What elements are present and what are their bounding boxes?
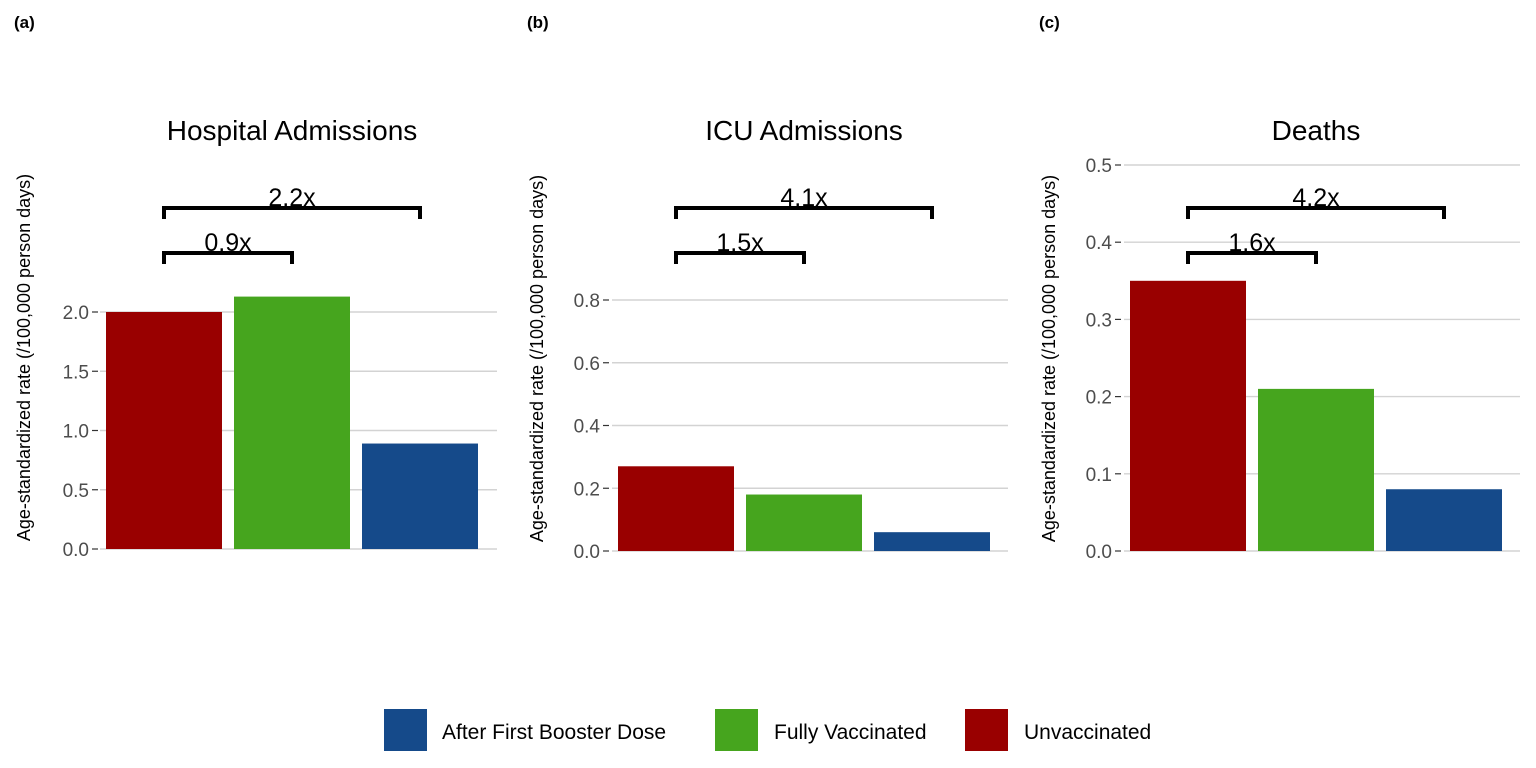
bracket-after-first-booster-dose <box>162 206 422 219</box>
bracket-label: 1.5x <box>716 229 764 257</box>
panel-deaths: (c) Deaths Age-standardized rate (/100,000… <box>1039 13 1520 563</box>
comparison-brackets: 1.6x 4.2x <box>1186 184 1446 264</box>
comparison-brackets: 0.9x 2.2x <box>162 184 422 264</box>
y-tick-label: 0.4 <box>574 417 601 438</box>
y-tick-label: 0.5 <box>63 481 89 502</box>
legend-swatch <box>965 709 1008 751</box>
bar-unvaccinated <box>618 466 734 551</box>
legend-swatch <box>715 709 758 751</box>
bar-after-first-booster-dose <box>874 532 990 551</box>
panel-title: Hospital Admissions <box>167 115 418 146</box>
legend-label: After First Booster Dose <box>442 721 666 744</box>
y-tick-label: 0.3 <box>1086 310 1112 331</box>
y-tick-label: 1.5 <box>63 362 89 383</box>
y-tick-label: 1.0 <box>63 422 89 443</box>
panel-letter: (a) <box>14 13 35 32</box>
bar-unvaccinated <box>106 312 222 549</box>
bracket-fully-vaccinated <box>1186 251 1318 264</box>
panel-icu-admissions: (b) ICU Admissions Age-standardized rate (… <box>527 13 1008 563</box>
bracket-after-first-booster-dose <box>674 206 934 219</box>
panel-title: Deaths <box>1272 115 1361 146</box>
legend: After First Booster Dose Fully Vaccinated… <box>384 709 1151 751</box>
comparison-brackets: 1.5x 4.1x <box>674 184 934 264</box>
y-tick-label: 0.4 <box>1086 233 1113 254</box>
gridlines: 0.0 0.2 0.4 0.6 0.8 <box>574 291 1008 563</box>
bar-fully-vaccinated <box>234 296 350 549</box>
bar-after-first-booster-dose <box>1386 489 1502 551</box>
bar-unvaccinated <box>1130 280 1246 551</box>
y-tick-label: 2.0 <box>63 303 89 324</box>
bar-fully-vaccinated <box>746 494 862 551</box>
legend-item-fully-vaccinated: Fully Vaccinated <box>715 709 927 751</box>
y-tick-label: 0.0 <box>1086 542 1112 563</box>
bars <box>618 466 990 551</box>
y-tick-label: 0.5 <box>1086 156 1112 177</box>
panel-letter: (c) <box>1039 13 1060 32</box>
y-tick-label: 0.0 <box>63 540 89 561</box>
y-tick-label: 0.2 <box>1086 388 1112 409</box>
legend-item-after-first-booster-dose: After First Booster Dose <box>384 709 666 751</box>
bracket-label: 0.9x <box>204 229 252 257</box>
bracket-label: 4.2x <box>1292 184 1340 212</box>
y-axis-label: Age-standardized rate (/100,000 person d… <box>527 175 547 542</box>
panels: (a) Hospital Admissions Age-standardized r… <box>14 13 1520 563</box>
panel-letter: (b) <box>527 13 549 32</box>
legend-label: Fully Vaccinated <box>774 721 927 744</box>
y-tick-label: 0.8 <box>574 291 600 312</box>
bracket-label: 1.6x <box>1228 229 1276 257</box>
bar-after-first-booster-dose <box>362 443 478 549</box>
y-tick-label: 0.0 <box>574 542 600 563</box>
panel-title: ICU Admissions <box>705 115 903 146</box>
y-tick-label: 0.6 <box>574 354 600 375</box>
bracket-label: 2.2x <box>268 184 316 212</box>
bracket-fully-vaccinated <box>162 251 294 264</box>
panel-hospital-admissions: (a) Hospital Admissions Age-standardized r… <box>14 13 497 561</box>
legend-item-unvaccinated: Unvaccinated <box>965 709 1151 751</box>
y-tick-label: 0.2 <box>574 479 600 500</box>
bracket-fully-vaccinated <box>674 251 806 264</box>
bar-fully-vaccinated <box>1258 388 1374 551</box>
bracket-label: 4.1x <box>780 184 828 212</box>
bars <box>1130 280 1502 551</box>
y-axis-label: Age-standardized rate (/100,000 person d… <box>1039 175 1059 542</box>
y-axis-label: Age-standardized rate (/100,000 person d… <box>14 174 34 541</box>
bars <box>106 296 478 549</box>
legend-label: Unvaccinated <box>1024 721 1151 744</box>
legend-swatch <box>384 709 427 751</box>
y-tick-label: 0.1 <box>1086 465 1112 486</box>
bracket-after-first-booster-dose <box>1186 206 1446 219</box>
